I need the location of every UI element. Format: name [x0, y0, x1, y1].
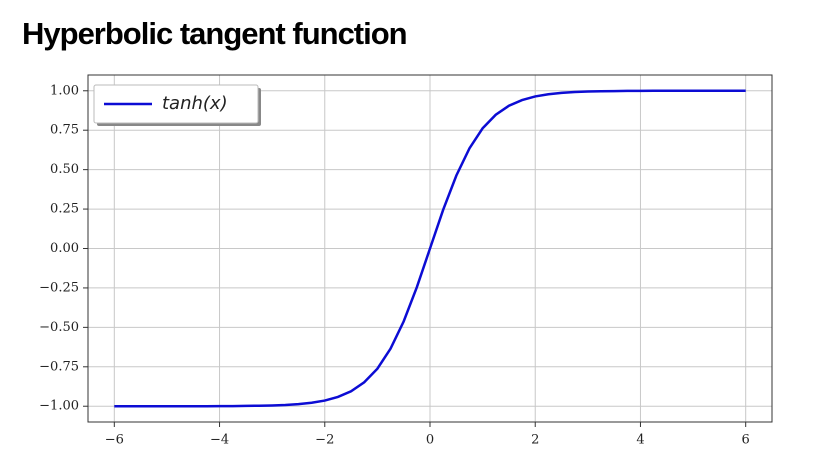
- y-tick-label: −0.50: [39, 320, 79, 335]
- x-tick-label: 4: [636, 433, 644, 448]
- y-tick-label: −0.25: [39, 280, 79, 295]
- legend: tanh(x): [93, 84, 261, 126]
- legend-box: [93, 84, 259, 124]
- x-tick-label: −6: [105, 433, 124, 448]
- y-tick-label: 0.25: [50, 202, 79, 217]
- y-tick-label: 0.75: [50, 123, 79, 138]
- x-tick-label: 2: [531, 433, 539, 448]
- x-tick-label: 0: [426, 433, 434, 448]
- x-tick-label: −4: [210, 433, 229, 448]
- x-tick-label: 6: [742, 433, 750, 448]
- y-tick-label: 1.00: [50, 83, 79, 98]
- x-tick-label: −2: [315, 433, 334, 448]
- line-series: [114, 89, 746, 408]
- y-tick-label: −1.00: [39, 399, 79, 414]
- y-tick-label: −0.75: [39, 359, 79, 374]
- chart-title: Hyperbolic tangent function: [22, 16, 407, 51]
- plot-frame: [87, 74, 773, 423]
- y-tick-label: 0.50: [50, 162, 79, 177]
- legend-label: tanh(x): [162, 93, 228, 114]
- y-tick-label: 0.00: [50, 241, 79, 256]
